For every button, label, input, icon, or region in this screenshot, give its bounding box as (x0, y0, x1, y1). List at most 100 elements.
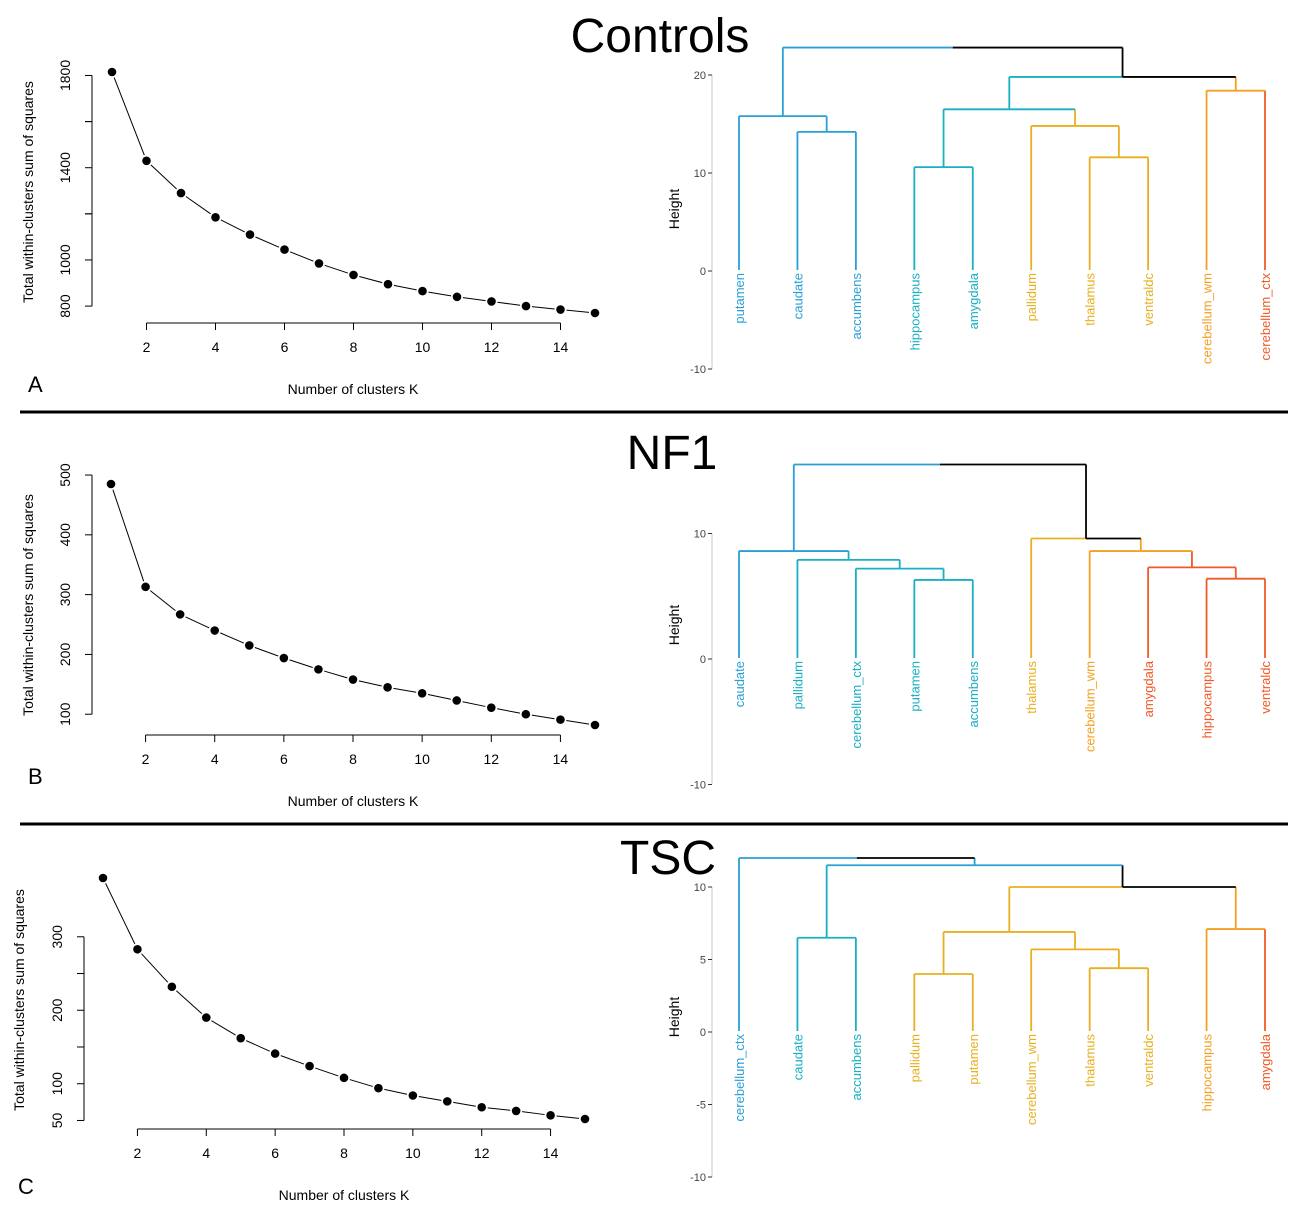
elbow-point (280, 245, 289, 254)
dendrogram-leaf-label: ventraldc (1141, 273, 1156, 326)
dendrogram-leaf-label: hippocampus (907, 273, 922, 351)
elbow-point (211, 212, 220, 222)
dendrogram-y-tick-label: 0 (700, 266, 706, 278)
dendrogram-y-tick-label: -10 (690, 1172, 706, 1184)
elbow-line-segment (531, 714, 555, 720)
elbow-line-segment (315, 1067, 339, 1077)
dendrogram-leaf-label: pallidum (1024, 273, 1039, 321)
elbow-line-segment (497, 301, 521, 306)
elbow-point (374, 1083, 383, 1093)
elbow-point (487, 297, 496, 306)
elbow-point (175, 610, 185, 619)
elbow-line-segment (149, 590, 176, 612)
dendrogram-leaf-label: pallidum (907, 1034, 922, 1082)
elbow-y-tick-label: 300 (57, 583, 73, 607)
dendrogram-leaf-label: amygdala (966, 272, 981, 329)
elbow-line-segment (280, 1055, 305, 1065)
dendrogram-y-tick-label: 0 (700, 1027, 706, 1039)
elbow-x-axis-label: Number of clusters K (288, 381, 419, 397)
elbow-line-segment (428, 291, 452, 297)
dendrogram-leaf-label: ventraldc (1141, 1034, 1156, 1087)
elbow-x-tick-label: 2 (143, 339, 151, 355)
elbow-x-tick-label: 6 (271, 1145, 279, 1161)
dendrogram-y-tick-label: 5 (700, 955, 706, 967)
elbow-point (348, 675, 358, 684)
elbow-line-segment (522, 1111, 545, 1116)
dendrogram-y-axis-label: Height (666, 189, 682, 230)
elbow-line-segment (384, 1088, 408, 1095)
elbow-line-segment (427, 694, 451, 700)
dendrogram-leaf-label: hippocampus (1200, 661, 1215, 739)
elbow-point (486, 703, 496, 712)
elbow-point (167, 982, 177, 992)
elbow-line-segment (150, 164, 177, 190)
elbow-y-tick-label: 300 (49, 925, 65, 949)
elbow-line-segment (393, 284, 417, 291)
dendrogram-leaf-label: cerebellum_wm (1200, 273, 1215, 364)
dendrogram-leaf-label: caudate (790, 1034, 805, 1080)
elbow-line-segment (531, 306, 555, 310)
elbow-point (98, 873, 108, 883)
elbow-point (521, 301, 531, 311)
elbow-line-segment (245, 1040, 270, 1052)
elbow-point (201, 1013, 211, 1022)
elbow-x-tick-label: 6 (280, 751, 288, 767)
elbow-point (142, 156, 151, 166)
elbow-point (270, 1049, 280, 1058)
elbow-point (245, 230, 255, 239)
elbow-x-tick-label: 8 (340, 1145, 348, 1161)
elbow-line-segment (105, 883, 136, 945)
elbow-point (383, 279, 393, 289)
elbow-line-segment (220, 219, 245, 233)
elbow-y-tick-label: 1400 (57, 152, 73, 183)
elbow-line-segment (211, 1020, 236, 1036)
dendrogram-leaf-label: thalamus (1083, 273, 1098, 326)
elbow-x-tick-label: 2 (134, 1145, 142, 1161)
elbow-y-tick-label: 100 (57, 702, 73, 726)
elbow-point (556, 305, 565, 314)
elbow-line-segment (418, 1096, 442, 1101)
dendrogram-leaf-label: accumbens (966, 661, 981, 728)
elbow-point (590, 308, 600, 318)
elbow-point (417, 689, 427, 698)
elbow-point (210, 626, 220, 635)
dendrogram-y-tick-label: -10 (690, 780, 706, 792)
elbow-y-axis-label: Total within-clusters sum of squares (20, 81, 36, 303)
elbow-line-segment (185, 196, 211, 215)
dendrogram-leaf-label: cerebellum_ctx (1258, 273, 1273, 361)
dendrogram-y-tick-label: 20 (694, 70, 706, 82)
elbow-line-segment (566, 309, 590, 313)
dendrogram-leaf-label: hippocampus (1200, 1034, 1215, 1112)
elbow-point (556, 715, 565, 724)
elbow-point (106, 479, 116, 489)
elbow-x-tick-label: 10 (414, 751, 430, 767)
dendrogram-leaf-label: putamen (907, 661, 922, 712)
elbow-x-tick-label: 4 (211, 751, 219, 767)
panel-title: Controls (571, 10, 750, 63)
elbow-point (349, 270, 358, 280)
elbow-line-segment (462, 701, 486, 707)
elbow-x-tick-label: 14 (553, 751, 569, 767)
elbow-point (176, 188, 186, 198)
elbow-x-tick-label: 12 (484, 339, 500, 355)
elbow-line-segment (393, 687, 417, 693)
elbow-line-segment (220, 632, 244, 644)
panel-title: NF1 (627, 427, 718, 480)
elbow-y-tick-label: 500 (57, 463, 73, 487)
elbow-point (452, 292, 462, 302)
elbow-x-tick-label: 2 (142, 751, 150, 767)
elbow-point (383, 683, 392, 692)
elbow-line-segment (556, 1115, 580, 1119)
elbow-line-segment (289, 251, 314, 262)
dendrogram-y-tick-label: 10 (694, 168, 706, 180)
elbow-line-segment (175, 990, 203, 1014)
dendrogram-leaf-label: cerebellum_wm (1024, 1034, 1039, 1125)
elbow-y-tick-label: 50 (49, 1112, 65, 1128)
elbow-point (546, 1111, 555, 1120)
panel-label: C (18, 1174, 34, 1199)
elbow-point (580, 1114, 590, 1124)
panel-title: TSC (620, 832, 716, 885)
elbow-y-axis-label: Total within-clusters sum of squares (20, 494, 36, 716)
elbow-point (418, 286, 427, 296)
elbow-line-segment (566, 720, 590, 725)
